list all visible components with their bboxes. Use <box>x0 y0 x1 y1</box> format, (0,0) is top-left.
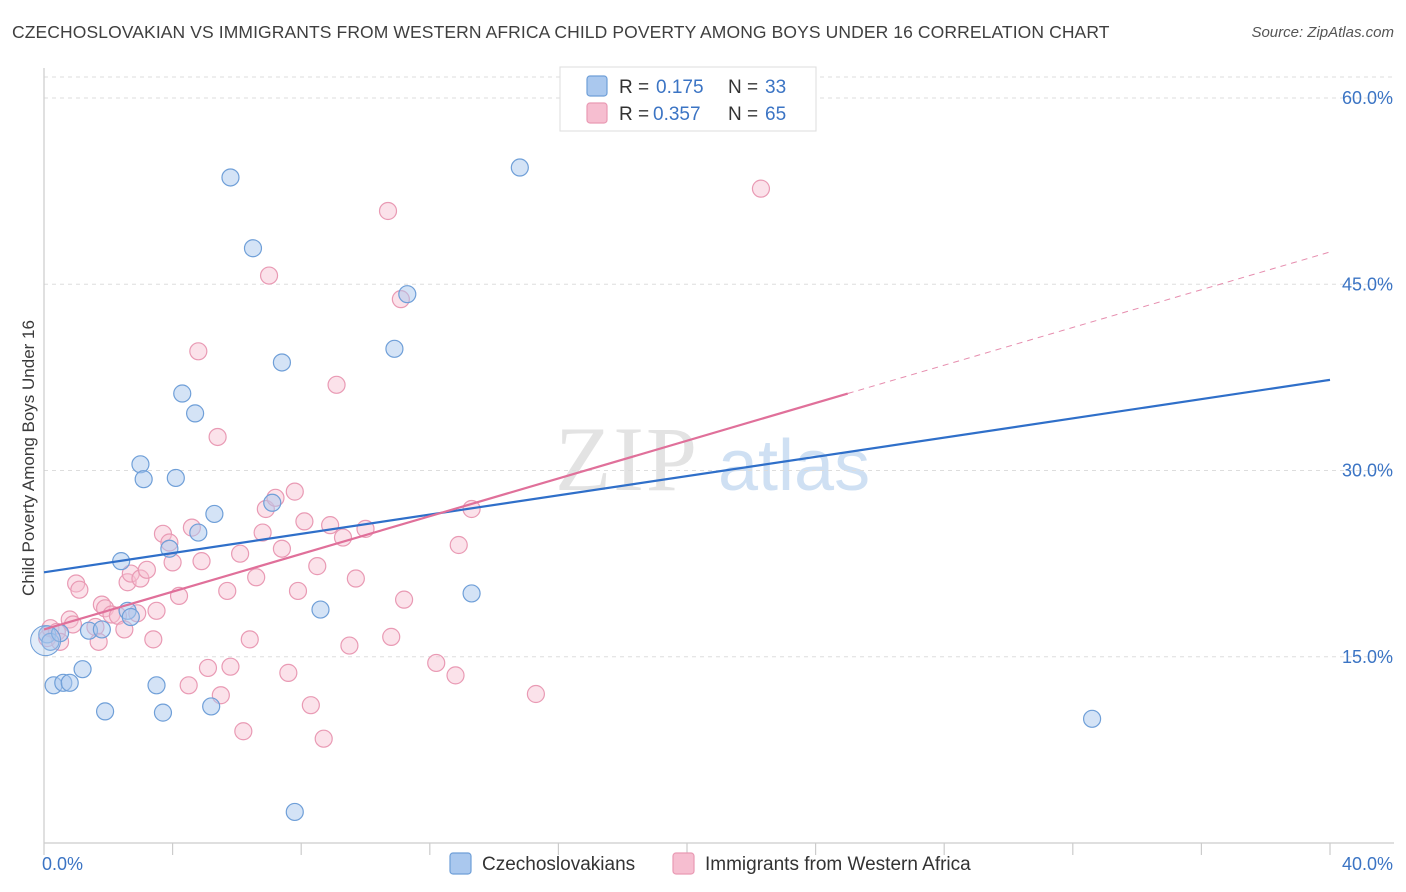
data-point-western-africa <box>279 663 298 682</box>
data-point-czechoslovakians <box>462 584 481 603</box>
data-point-western-africa <box>346 569 365 588</box>
data-point-czechoslovakians <box>385 339 404 358</box>
series-legend-label-czechoslovakians: Czechoslovakians <box>482 854 635 875</box>
data-point-western-africa <box>446 666 465 685</box>
data-point-czechoslovakians <box>73 660 92 679</box>
data-point-czechoslovakians <box>221 168 240 187</box>
data-point-western-africa <box>189 342 208 361</box>
data-point-czechoslovakians <box>510 158 529 177</box>
data-point-czechoslovakians <box>398 285 417 304</box>
data-point-western-africa <box>285 482 304 501</box>
stats-legend: R = 0.175 N = 33 R = 0.357 N = 65 <box>559 66 817 132</box>
data-point-western-africa <box>253 523 272 542</box>
data-point-czechoslovakians <box>243 239 263 258</box>
data-point-czechoslovakians <box>60 673 79 692</box>
data-point-czechoslovakians <box>147 676 166 695</box>
data-point-western-africa <box>198 658 218 678</box>
watermark-atlas: atlas <box>718 426 870 506</box>
trend-line-western-africa-extension <box>847 251 1331 394</box>
legend-swatch-pink <box>586 102 608 124</box>
data-point-western-africa <box>192 552 211 571</box>
data-point-czechoslovakians-large <box>30 625 62 657</box>
data-point-czechoslovakians <box>92 620 111 639</box>
data-point-czechoslovakians <box>134 470 153 489</box>
data-point-western-africa <box>382 627 401 646</box>
data-point-western-africa <box>295 512 314 531</box>
legend-r-label-2: R = <box>619 104 649 125</box>
data-point-western-africa <box>221 657 240 676</box>
data-point-western-africa <box>240 630 259 649</box>
chart-title: CZECHOSLOVAKIAN VS IMMIGRANTS FROM WESTE… <box>12 22 1110 42</box>
series-legend-label-western-africa: Immigrants from Western Africa <box>705 854 971 875</box>
data-point-western-africa <box>234 722 253 741</box>
data-point-western-africa <box>179 676 198 695</box>
legend-r-value-2: 0.357 <box>653 104 701 125</box>
data-point-western-africa <box>247 568 266 587</box>
data-point-western-africa <box>218 581 237 601</box>
y-tick-label: 60.0% <box>1342 88 1393 108</box>
data-point-western-africa <box>314 729 333 748</box>
data-point-western-africa <box>208 427 227 447</box>
y-axis-label: Child Poverty Among Boys Under 16 <box>19 320 38 596</box>
data-point-czechoslovakians <box>189 523 208 542</box>
data-point-czechoslovakians <box>285 802 304 822</box>
y-tick-label: 15.0% <box>1342 647 1393 667</box>
data-point-western-africa <box>340 636 359 655</box>
data-point-western-africa <box>308 557 327 576</box>
data-point-czechoslovakians <box>153 703 173 722</box>
data-point-czechoslovakians <box>205 504 224 524</box>
data-point-western-africa <box>137 560 156 579</box>
y-tick-label: 30.0% <box>1342 461 1393 481</box>
data-point-czechoslovakians <box>263 493 282 512</box>
y-tick-labels: 15.0% 30.0% 45.0% 60.0% <box>1342 88 1393 667</box>
data-point-western-africa <box>378 201 398 221</box>
source-credit: Source: ZipAtlas.com <box>1251 24 1394 41</box>
data-point-western-africa <box>231 544 250 563</box>
data-point-western-africa <box>147 601 166 620</box>
legend-r-value-1: 0.175 <box>656 77 704 98</box>
x-tick-labels: 0.0% 40.0% <box>42 854 1393 874</box>
legend-swatch-blue <box>586 75 608 97</box>
legend-n-label-1: N = <box>728 77 758 98</box>
legend-n-value-2: 65 <box>765 104 786 125</box>
x-tick-label-min: 0.0% <box>42 854 83 874</box>
data-point-czechoslovakians <box>95 702 115 721</box>
trend-line-western-africa <box>43 392 849 631</box>
data-point-czechoslovakians <box>311 600 330 619</box>
data-point-czechoslovakians <box>121 607 140 627</box>
legend-n-value-1: 33 <box>765 77 786 98</box>
series-legend-swatch-western-africa <box>672 852 695 875</box>
trend-line-czechoslovakians <box>43 378 1331 574</box>
data-point-western-africa <box>394 590 414 609</box>
data-point-western-africa <box>70 580 89 599</box>
data-point-western-africa <box>288 581 308 601</box>
data-point-western-africa <box>427 653 446 673</box>
watermark: ZIP atlas <box>555 408 870 510</box>
y-tick-label: 45.0% <box>1342 274 1393 294</box>
data-point-western-africa <box>449 535 468 555</box>
legend-n-label-2: N = <box>728 104 758 125</box>
x-tick-label-max: 40.0% <box>1342 854 1393 874</box>
series-legend-swatch-czechoslovakians <box>449 852 472 875</box>
data-point-czechoslovakians <box>272 353 292 372</box>
legend-r-label-1: R = <box>619 77 649 98</box>
data-point-western-africa <box>144 630 163 649</box>
data-point-czechoslovakians <box>173 384 192 403</box>
data-point-western-africa <box>301 696 320 715</box>
data-point-western-africa <box>272 539 292 558</box>
data-point-western-africa <box>259 266 279 285</box>
axes <box>43 68 1394 855</box>
series-czechoslovakians-points <box>30 158 1102 822</box>
data-point-czechoslovakians <box>186 404 205 423</box>
data-point-czechoslovakians <box>166 468 185 488</box>
data-point-czechoslovakians <box>131 455 150 474</box>
trend-lines <box>43 251 1331 631</box>
data-point-czechoslovakians <box>1082 709 1102 728</box>
data-point-western-africa <box>526 684 545 704</box>
series-legend: Czechoslovakians Immigrants from Western… <box>449 852 971 875</box>
data-point-western-africa <box>327 375 346 394</box>
data-point-western-africa <box>751 179 771 198</box>
data-point-czechoslovakians <box>202 697 221 716</box>
